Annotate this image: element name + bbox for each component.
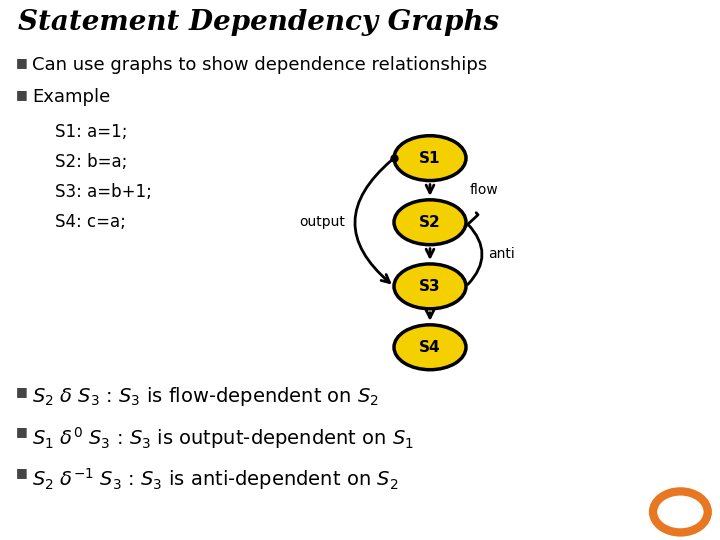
Text: ■: ■ <box>16 426 28 438</box>
Text: anti: anti <box>488 247 515 261</box>
Text: flow: flow <box>470 183 499 197</box>
Text: S3: S3 <box>419 279 441 294</box>
Text: S1: a=1;: S1: a=1; <box>55 123 127 141</box>
Text: ■: ■ <box>16 384 28 397</box>
FancyArrowPatch shape <box>355 160 392 282</box>
Text: output: output <box>299 215 345 230</box>
FancyArrowPatch shape <box>456 213 482 285</box>
Ellipse shape <box>394 264 466 309</box>
Text: ■: ■ <box>16 466 28 479</box>
Text: $S_2$ $\delta^{-1}$ $S_3$ : $S_3$ is anti-dependent on $S_2$: $S_2$ $\delta^{-1}$ $S_3$ : $S_3$ is ant… <box>32 466 398 492</box>
Text: Can use graphs to show dependence relationships: Can use graphs to show dependence relati… <box>32 56 487 73</box>
Ellipse shape <box>394 136 466 180</box>
Text: Example: Example <box>32 87 110 106</box>
Ellipse shape <box>394 325 466 370</box>
Text: S1: S1 <box>419 151 441 166</box>
Text: S2: S2 <box>419 215 441 230</box>
Text: $S_1$ $\delta^0$ $S_3$ : $S_3$ is output-dependent on $S_1$: $S_1$ $\delta^0$ $S_3$ : $S_3$ is output… <box>32 426 414 451</box>
Text: UNIVERSITY
OF OREGON: UNIVERSITY OF OREGON <box>666 524 695 536</box>
Text: S4: S4 <box>419 340 441 355</box>
Text: Introduction to Parallel Computing, University of Oregon, IPCC: Introduction to Parallel Computing, Univ… <box>13 517 294 525</box>
Ellipse shape <box>394 200 466 245</box>
Text: S2: b=a;: S2: b=a; <box>55 153 127 171</box>
Text: Statement Dependency Graphs: Statement Dependency Graphs <box>18 9 499 36</box>
Text: 18: 18 <box>583 517 595 525</box>
Text: Lecture 5 – Parallel Programming Patterns - Map: Lecture 5 – Parallel Programming Pattern… <box>356 517 575 525</box>
Text: ■: ■ <box>16 87 28 100</box>
Text: S3: a=b+1;: S3: a=b+1; <box>55 183 152 201</box>
Text: $S_2$ $\delta$ $S_3$ : $S_3$ is flow-dependent on $S_2$: $S_2$ $\delta$ $S_3$ : $S_3$ is flow-dep… <box>32 384 379 408</box>
Text: ■: ■ <box>16 56 28 69</box>
Text: S4: c=a;: S4: c=a; <box>55 213 126 231</box>
